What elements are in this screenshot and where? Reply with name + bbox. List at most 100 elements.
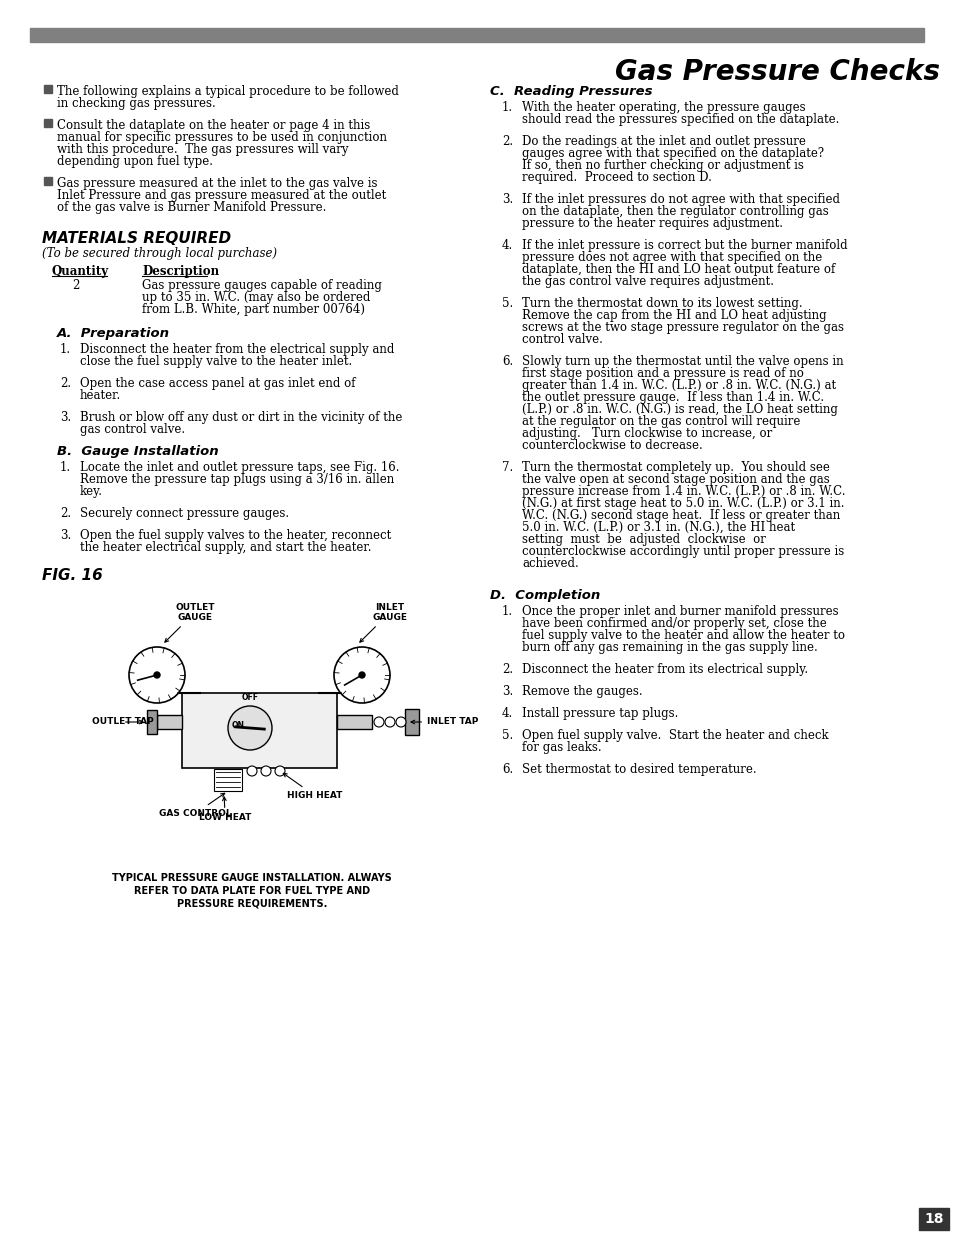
Text: Disconnect the heater from the electrical supply and: Disconnect the heater from the electrica… (80, 343, 394, 356)
Bar (44, 85, 52, 93)
Text: first stage position and a pressure is read of no: first stage position and a pressure is r… (521, 367, 803, 380)
Text: Quantity: Quantity (52, 266, 109, 278)
Bar (44, 177, 52, 185)
Text: Brush or blow off any dust or dirt in the vicinity of the: Brush or blow off any dust or dirt in th… (80, 411, 402, 424)
Text: achieved.: achieved. (521, 557, 578, 571)
Text: Set thermostat to desired temperature.: Set thermostat to desired temperature. (521, 763, 756, 776)
Bar (147, 710, 157, 734)
Circle shape (274, 766, 285, 776)
Text: FIG. 16: FIG. 16 (42, 568, 103, 583)
Text: Open the case access panel at gas inlet end of: Open the case access panel at gas inlet … (80, 377, 355, 390)
Bar (157, 715, 182, 729)
Text: the valve open at second stage position and the gas: the valve open at second stage position … (521, 473, 829, 487)
Text: counterclockwise to decrease.: counterclockwise to decrease. (521, 438, 702, 452)
Text: HIGH HEAT: HIGH HEAT (283, 773, 342, 800)
Text: key.: key. (80, 485, 103, 498)
Text: INLET TAP: INLET TAP (411, 718, 477, 726)
Text: gauges agree with that specified on the dataplate?: gauges agree with that specified on the … (521, 147, 823, 161)
Text: The following explains a typical procedure to be followed: The following explains a typical procedu… (57, 85, 398, 98)
Text: 2: 2 (71, 279, 79, 291)
Text: Description: Description (142, 266, 219, 278)
Circle shape (395, 718, 406, 727)
Text: up to 35 in. W.C. (may also be ordered: up to 35 in. W.C. (may also be ordered (142, 291, 370, 304)
Text: from L.B. White, part number 00764): from L.B. White, part number 00764) (142, 303, 365, 316)
Text: INLET
GAUGE: INLET GAUGE (359, 603, 407, 642)
Text: OFF: OFF (241, 693, 258, 701)
Text: 18: 18 (923, 1212, 943, 1226)
Text: (L.P.) or .8 in. W.C. (N.G.) is read, the LO heat setting: (L.P.) or .8 in. W.C. (N.G.) is read, th… (521, 403, 837, 416)
Text: have been confirmed and/or properly set, close the: have been confirmed and/or properly set,… (521, 618, 826, 630)
Text: depending upon fuel type.: depending upon fuel type. (57, 156, 213, 168)
Bar (44, 119, 52, 127)
Bar (213, 769, 242, 790)
Text: PRESSURE REQUIREMENTS.: PRESSURE REQUIREMENTS. (176, 899, 327, 909)
Text: W.C. (N.G.) second stage heat.  If less or greater than: W.C. (N.G.) second stage heat. If less o… (521, 509, 840, 522)
Circle shape (228, 706, 272, 750)
Text: Inlet Pressure and gas pressure measured at the outlet: Inlet Pressure and gas pressure measured… (57, 189, 386, 203)
Bar (405, 709, 418, 735)
Text: required.  Proceed to section D.: required. Proceed to section D. (521, 170, 711, 184)
Text: on the dataplate, then the regulator controlling gas: on the dataplate, then the regulator con… (521, 205, 828, 219)
Text: screws at the two stage pressure regulator on the gas: screws at the two stage pressure regulat… (521, 321, 843, 333)
Text: LOW HEAT: LOW HEAT (199, 797, 251, 823)
Text: 1.: 1. (60, 461, 71, 474)
Text: Consult the dataplate on the heater or page 4 in this: Consult the dataplate on the heater or p… (57, 119, 370, 132)
Text: fuel supply valve to the heater and allow the heater to: fuel supply valve to the heater and allo… (521, 629, 844, 642)
Text: the outlet pressure gauge.  If less than 1.4 in. W.C.: the outlet pressure gauge. If less than … (521, 391, 823, 404)
Bar (182, 693, 336, 768)
Text: control valve.: control valve. (521, 333, 602, 346)
Text: Gas pressure measured at the inlet to the gas valve is: Gas pressure measured at the inlet to th… (57, 177, 377, 190)
Text: Gas pressure gauges capable of reading: Gas pressure gauges capable of reading (142, 279, 381, 291)
Text: 3.: 3. (501, 193, 513, 206)
Text: the heater electrical supply, and start the heater.: the heater electrical supply, and start … (80, 541, 371, 555)
Text: burn off any gas remaining in the gas supply line.: burn off any gas remaining in the gas su… (521, 641, 817, 655)
Text: adjusting.   Turn clockwise to increase, or: adjusting. Turn clockwise to increase, o… (521, 427, 771, 440)
Text: Gas Pressure Checks: Gas Pressure Checks (615, 58, 939, 86)
Text: If the inlet pressure is correct but the burner manifold: If the inlet pressure is correct but the… (521, 240, 846, 252)
Text: of the gas valve is Burner Manifold Pressure.: of the gas valve is Burner Manifold Pres… (57, 201, 326, 214)
Text: pressure does not agree with that specified on the: pressure does not agree with that specif… (521, 251, 821, 264)
Text: TYPICAL PRESSURE GAUGE INSTALLATION. ALWAYS: TYPICAL PRESSURE GAUGE INSTALLATION. ALW… (112, 873, 392, 883)
Text: OUTLET TAP: OUTLET TAP (91, 718, 153, 726)
Circle shape (385, 718, 395, 727)
Text: GAS CONTROL: GAS CONTROL (159, 793, 232, 818)
Bar (30, 28, 923, 42)
Text: Remove the pressure tap plugs using a 3/16 in. allen: Remove the pressure tap plugs using a 3/… (80, 473, 394, 487)
Text: 1.: 1. (501, 101, 513, 114)
Bar (336, 715, 372, 729)
Text: (N.G.) at first stage heat to 5.0 in. W.C. (L.P.) or 3.1 in.: (N.G.) at first stage heat to 5.0 in. W.… (521, 496, 843, 510)
Text: 6.: 6. (501, 763, 513, 776)
Text: 6.: 6. (501, 354, 513, 368)
Text: counterclockwise accordingly until proper pressure is: counterclockwise accordingly until prope… (521, 545, 843, 558)
Text: manual for specific pressures to be used in conjunction: manual for specific pressures to be used… (57, 131, 387, 144)
Text: Do the readings at the inlet and outlet pressure: Do the readings at the inlet and outlet … (521, 135, 805, 148)
Circle shape (358, 672, 365, 678)
Text: pressure increase from 1.4 in. W.C. (L.P.) or .8 in. W.C.: pressure increase from 1.4 in. W.C. (L.P… (521, 485, 844, 498)
Text: Slowly turn up the thermostat until the valve opens in: Slowly turn up the thermostat until the … (521, 354, 842, 368)
Text: OUTLET
GAUGE: OUTLET GAUGE (165, 603, 214, 642)
Text: Disconnect the heater from its electrical supply.: Disconnect the heater from its electrica… (521, 663, 807, 676)
Text: If the inlet pressures do not agree with that specified: If the inlet pressures do not agree with… (521, 193, 840, 206)
Text: Open the fuel supply valves to the heater, reconnect: Open the fuel supply valves to the heate… (80, 529, 391, 542)
Text: Install pressure tap plugs.: Install pressure tap plugs. (521, 706, 678, 720)
Text: Locate the inlet and outlet pressure taps, see Fig. 16.: Locate the inlet and outlet pressure tap… (80, 461, 399, 474)
Text: greater than 1.4 in. W.C. (L.P.) or .8 in. W.C. (N.G.) at: greater than 1.4 in. W.C. (L.P.) or .8 i… (521, 379, 835, 391)
Text: 2.: 2. (501, 663, 513, 676)
Text: dataplate, then the HI and LO heat output feature of: dataplate, then the HI and LO heat outpu… (521, 263, 835, 275)
Text: at the regulator on the gas control will require: at the regulator on the gas control will… (521, 415, 800, 429)
Text: the gas control valve requires adjustment.: the gas control valve requires adjustmen… (521, 275, 773, 288)
Text: pressure to the heater requires adjustment.: pressure to the heater requires adjustme… (521, 217, 782, 230)
Text: REFER TO DATA PLATE FOR FUEL TYPE AND: REFER TO DATA PLATE FOR FUEL TYPE AND (133, 885, 370, 897)
Text: MATERIALS REQUIRED: MATERIALS REQUIRED (42, 231, 231, 246)
Text: C.  Reading Pressures: C. Reading Pressures (490, 85, 652, 98)
Text: 5.: 5. (501, 729, 513, 742)
Text: ON: ON (232, 721, 244, 730)
Bar (918, 1208, 948, 1230)
Text: heater.: heater. (80, 389, 121, 403)
Text: Remove the gauges.: Remove the gauges. (521, 685, 642, 698)
Text: 4.: 4. (501, 240, 513, 252)
Text: close the fuel supply valve to the heater inlet.: close the fuel supply valve to the heate… (80, 354, 352, 368)
Text: with this procedure.  The gas pressures will vary: with this procedure. The gas pressures w… (57, 143, 348, 156)
Text: D.  Completion: D. Completion (490, 589, 599, 601)
Text: Remove the cap from the HI and LO heat adjusting: Remove the cap from the HI and LO heat a… (521, 309, 825, 322)
